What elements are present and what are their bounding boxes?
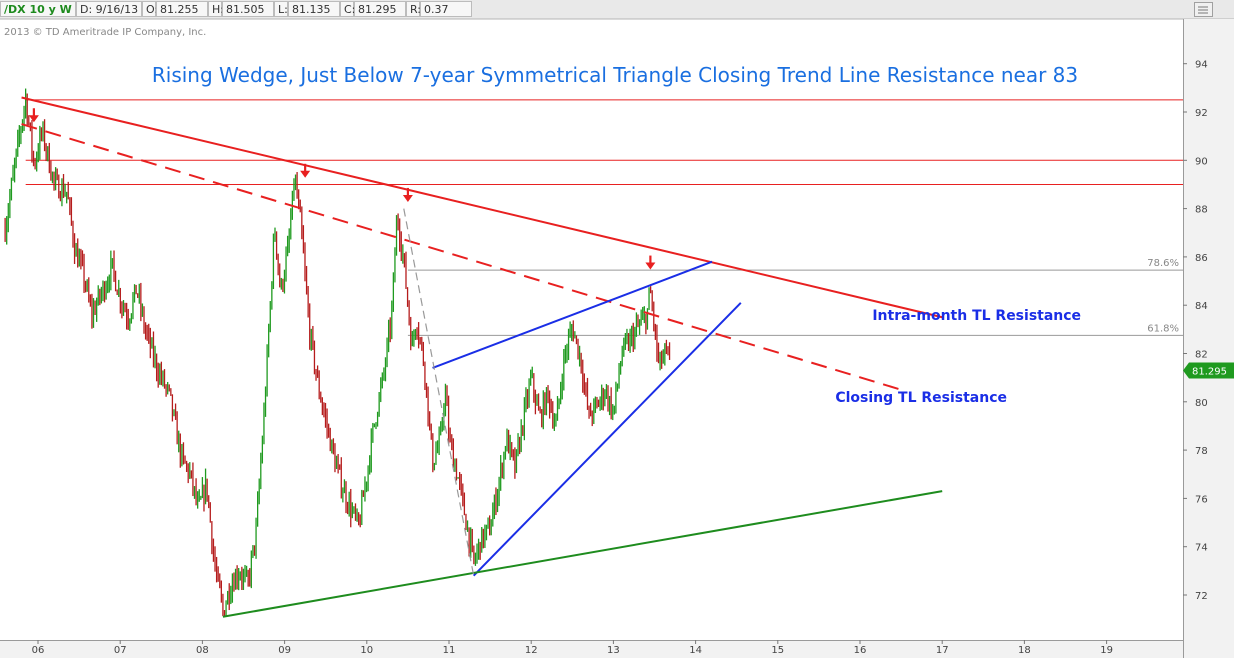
y-tick-label-80: 80 (1195, 398, 1208, 409)
chart-title: Rising Wedge, Just Below 7-year Symmetri… (152, 63, 1078, 87)
down-arrow-icon (300, 170, 311, 178)
last-price-label: 81.295 (1192, 367, 1227, 378)
y-tick-label-74: 74 (1195, 543, 1208, 554)
high-value-cell (222, 1, 274, 17)
trend-line-0 (21, 96, 943, 319)
high-label-cell (208, 1, 222, 17)
down-arrow-icon (402, 194, 413, 202)
y-tick-label-76: 76 (1195, 494, 1208, 505)
fib-label-4: 61.8% (1147, 323, 1179, 334)
copyright-text: 2013 © TD Ameritrade IP Company, Inc. (4, 27, 206, 38)
trend-line-3 (472, 302, 742, 577)
low-value-cell (288, 1, 340, 17)
high-value: 81.505 (226, 3, 265, 16)
range-label-cell (406, 1, 420, 17)
x-tick-label-13: 13 (607, 645, 620, 656)
x-tick-label-18: 18 (1018, 645, 1031, 656)
x-tick-label-10: 10 (360, 645, 373, 656)
annotation-1: Closing TL Resistance (835, 390, 1007, 406)
x-tick-label-09: 09 (278, 645, 291, 656)
y-tick-label-90: 90 (1195, 156, 1208, 167)
x-tick-label-08: 08 (196, 645, 209, 656)
date-label: D: 9/16/13 (80, 3, 138, 16)
time-axis-panel (0, 640, 1183, 658)
y-tick-label-84: 84 (1195, 301, 1208, 312)
y-tick-label-86: 86 (1195, 253, 1208, 264)
x-tick-label-07: 07 (114, 645, 127, 656)
x-tick-label-12: 12 (525, 645, 538, 656)
y-tick-label-72: 72 (1195, 591, 1208, 602)
high-label: H: (212, 3, 224, 16)
y-tick-label-88: 88 (1195, 205, 1208, 216)
date-label-cell (76, 1, 142, 17)
x-tick-label-14: 14 (689, 645, 702, 656)
symbol-label-cell (0, 1, 76, 17)
low-label-cell (274, 1, 288, 17)
down-arrow-icon (645, 262, 656, 270)
trend-line-5 (403, 208, 475, 576)
x-tick-label-19: 19 (1100, 645, 1113, 656)
y-tick-label-82: 82 (1195, 350, 1208, 361)
trend-line-2 (432, 260, 713, 369)
fib-label-3: 78.6% (1147, 258, 1179, 269)
range-label: R: (410, 3, 421, 16)
y-tick-label-94: 94 (1195, 60, 1208, 71)
x-tick-label-11: 11 (443, 645, 456, 656)
close-label: C: (344, 3, 355, 16)
y-tick-label-78: 78 (1195, 446, 1208, 457)
open-label-cell (142, 1, 156, 17)
annotation-0: Intra-month TL Resistance (872, 308, 1081, 324)
trend-line-1 (21, 123, 902, 391)
hamburger-icon (1198, 6, 1208, 14)
range-value: 0.37 (424, 3, 449, 16)
trend-line-4 (222, 490, 943, 618)
open-value: 81.255 (160, 3, 199, 16)
x-tick-label-17: 17 (936, 645, 949, 656)
close-value-cell (354, 1, 406, 17)
low-value: 81.135 (292, 3, 331, 16)
x-tick-label-06: 06 (32, 645, 45, 656)
price-axis-panel (1183, 19, 1234, 658)
x-tick-label-16: 16 (854, 645, 867, 656)
range-value-cell (420, 1, 472, 17)
close-value: 81.295 (358, 3, 397, 16)
down-arrow-icon (28, 115, 39, 123)
symbol-label: /DX 10 y W (4, 3, 72, 16)
last-price-tag (1183, 362, 1234, 379)
x-tick-label-15: 15 (771, 645, 784, 656)
open-label: O: (146, 3, 158, 16)
y-tick-label-92: 92 (1195, 108, 1208, 119)
low-label: L: (278, 3, 288, 16)
open-value-cell (156, 1, 208, 17)
close-label-cell (340, 1, 354, 17)
